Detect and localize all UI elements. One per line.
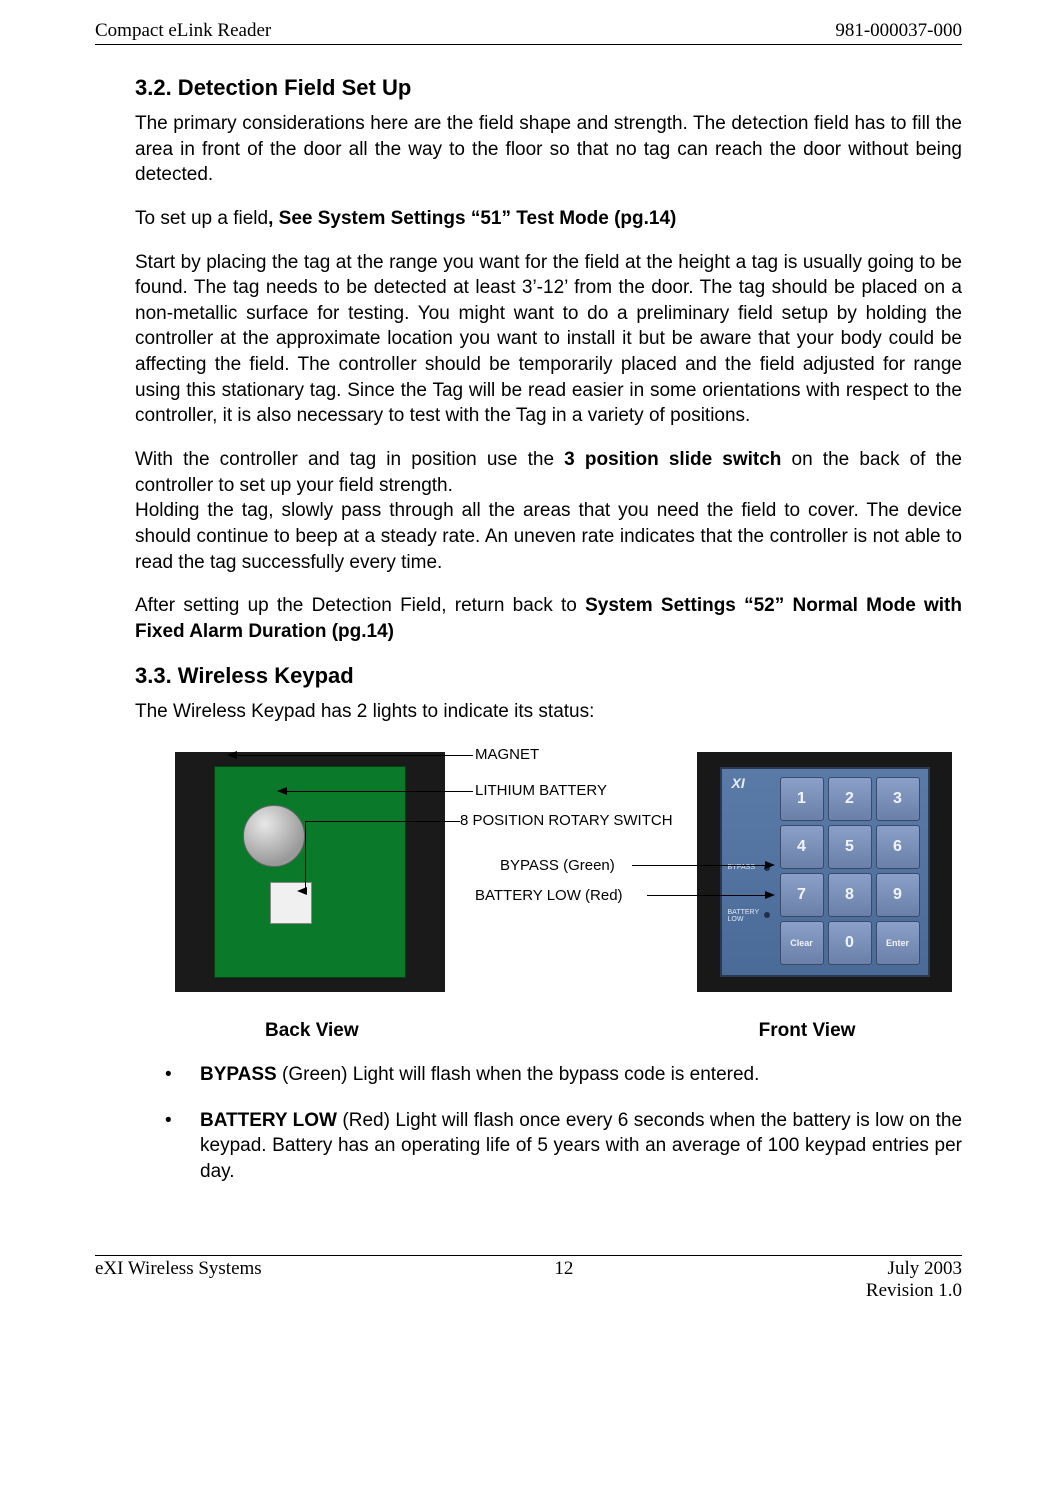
front-view-image: XI BYPASS BATTERY LOW 1 2 3 4 5 6 7 8 9 [697, 752, 952, 992]
key-2[interactable]: 2 [828, 777, 872, 821]
header-rule [95, 44, 962, 45]
callout-magnet: MAGNET [475, 746, 539, 763]
text-span: To set up a field [135, 208, 268, 229]
keypad-panel: XI BYPASS BATTERY LOW 1 2 3 4 5 6 7 8 9 [720, 767, 930, 977]
p-3-3-intro: The Wireless Keypad has 2 lights to indi… [135, 699, 962, 725]
arrow-line [305, 821, 460, 822]
callout-rotary: 8 POSITION ROTARY SWITCH [460, 812, 673, 829]
bullet-list: BYPASS (Green) Light will flash when the… [135, 1062, 962, 1185]
key-6[interactable]: 6 [876, 825, 920, 869]
key-3[interactable]: 3 [876, 777, 920, 821]
arrow-line [235, 755, 473, 756]
text-bold: , See System Settings “51” Test Mode (pg… [268, 208, 676, 229]
back-view-image [175, 752, 445, 992]
p-3-2-setup: To set up a field, See System Settings “… [135, 206, 962, 232]
footer-right-2: Revision 1.0 [866, 1280, 962, 1301]
key-1[interactable]: 1 [780, 777, 824, 821]
figure-area: XI BYPASS BATTERY LOW 1 2 3 4 5 6 7 8 9 [135, 742, 962, 1012]
arrow-segment [305, 821, 306, 891]
p-3-2-switch: With the controller and tag in position … [135, 447, 962, 498]
p-3-2-after: After setting up the Detection Field, re… [135, 593, 962, 644]
arrow-head [227, 751, 237, 759]
text-span: (Green) Light will flash when the bypass… [277, 1064, 760, 1085]
keypad-logo: XI [732, 775, 745, 791]
key-7[interactable]: 7 [780, 873, 824, 917]
callout-batlow: BATTERY LOW (Red) [475, 887, 623, 904]
coin-cell-battery [243, 805, 305, 867]
bullet-bypass: BYPASS (Green) Light will flash when the… [165, 1062, 962, 1088]
p-3-2-intro: The primary considerations here are the … [135, 111, 962, 188]
text-span: After setting up the Detection Field, re… [135, 595, 585, 616]
heading-3-2: 3.2. Detection Field Set Up [135, 75, 962, 101]
text-bold: BYPASS [200, 1064, 277, 1085]
key-clear[interactable]: Clear [780, 921, 824, 965]
footer-right-1: July 2003 [888, 1258, 962, 1279]
arrow-head [765, 861, 775, 869]
heading-3-3: 3.3. Wireless Keypad [135, 663, 962, 689]
bullet-battery-low: BATTERY LOW (Red) Light will flash once … [165, 1108, 962, 1185]
arrow-head [765, 891, 775, 899]
keypad-grid: 1 2 3 4 5 6 7 8 9 Clear 0 Enter [780, 777, 920, 965]
text-span: With the controller and tag in position … [135, 449, 564, 470]
label-back-view: Back View [265, 1020, 359, 1042]
key-9[interactable]: 9 [876, 873, 920, 917]
arrow-line [647, 895, 767, 896]
arrow-line [285, 791, 473, 792]
pcb-board [214, 766, 406, 978]
arrow-line [632, 865, 767, 866]
p-3-2-start: Start by placing the tag at the range yo… [135, 250, 962, 429]
p-3-2-holding: Holding the tag, slowly pass through all… [135, 498, 962, 575]
view-labels-row: Back View Front View [135, 1020, 962, 1042]
key-4[interactable]: 4 [780, 825, 824, 869]
key-5[interactable]: 5 [828, 825, 872, 869]
key-0[interactable]: 0 [828, 921, 872, 965]
arrow-head [297, 887, 307, 895]
label-front-view: Front View [759, 1020, 856, 1042]
callout-battery: LITHIUM BATTERY [475, 782, 607, 799]
footer-left: eXI Wireless Systems [95, 1258, 262, 1302]
battery-low-led [764, 912, 770, 918]
arrow-head [277, 787, 287, 795]
keypad-side-batlow: BATTERY LOW [728, 909, 760, 923]
text-bold: BATTERY LOW [200, 1110, 337, 1131]
text-bold: 3 position slide switch [564, 449, 781, 470]
header-left: Compact eLink Reader [95, 20, 271, 42]
key-8[interactable]: 8 [828, 873, 872, 917]
footer-center: 12 [554, 1258, 573, 1302]
key-enter[interactable]: Enter [876, 921, 920, 965]
header-right: 981-000037-000 [835, 20, 962, 42]
callout-bypass: BYPASS (Green) [500, 857, 615, 874]
